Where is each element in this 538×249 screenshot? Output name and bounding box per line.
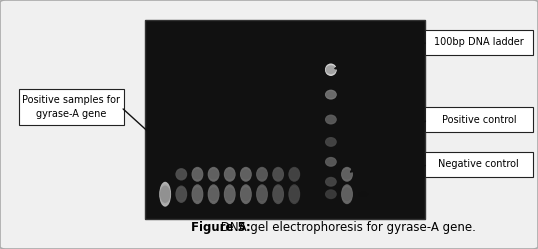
Ellipse shape — [192, 184, 203, 204]
Ellipse shape — [325, 178, 336, 185]
Text: 100bp DNA ladder: 100bp DNA ladder — [434, 37, 523, 47]
Ellipse shape — [240, 186, 251, 203]
Ellipse shape — [176, 187, 187, 202]
Ellipse shape — [240, 169, 251, 180]
Ellipse shape — [257, 168, 267, 181]
Ellipse shape — [325, 177, 337, 187]
Ellipse shape — [288, 184, 300, 204]
Ellipse shape — [272, 184, 284, 204]
Ellipse shape — [192, 186, 203, 203]
Ellipse shape — [325, 178, 336, 186]
Ellipse shape — [224, 184, 236, 204]
Ellipse shape — [273, 169, 284, 180]
Ellipse shape — [342, 187, 352, 201]
Ellipse shape — [272, 167, 284, 182]
Ellipse shape — [208, 186, 219, 203]
Ellipse shape — [176, 170, 187, 179]
FancyBboxPatch shape — [425, 152, 533, 177]
Ellipse shape — [342, 186, 352, 203]
Ellipse shape — [224, 186, 235, 203]
Ellipse shape — [325, 115, 336, 124]
Ellipse shape — [208, 167, 220, 182]
Ellipse shape — [288, 167, 300, 182]
Ellipse shape — [273, 168, 284, 181]
Ellipse shape — [224, 187, 235, 201]
Ellipse shape — [342, 168, 352, 181]
Text: Positive control: Positive control — [442, 115, 516, 124]
Ellipse shape — [325, 138, 336, 145]
Ellipse shape — [208, 187, 219, 201]
Ellipse shape — [176, 188, 187, 200]
Ellipse shape — [176, 169, 187, 180]
Ellipse shape — [325, 190, 336, 198]
Ellipse shape — [240, 187, 251, 201]
Ellipse shape — [208, 184, 220, 204]
Ellipse shape — [325, 115, 337, 124]
Ellipse shape — [192, 187, 203, 201]
Ellipse shape — [289, 187, 300, 201]
Ellipse shape — [273, 186, 284, 203]
Ellipse shape — [208, 169, 219, 180]
Ellipse shape — [325, 191, 336, 198]
Ellipse shape — [325, 116, 336, 123]
Text: DNA gel electrophoresis for gyrase-A gene.: DNA gel electrophoresis for gyrase-A gen… — [217, 221, 476, 234]
Ellipse shape — [325, 158, 336, 166]
Ellipse shape — [325, 90, 336, 99]
Ellipse shape — [257, 187, 267, 201]
Ellipse shape — [341, 184, 353, 204]
Ellipse shape — [325, 65, 336, 74]
Ellipse shape — [256, 167, 268, 182]
Ellipse shape — [160, 184, 171, 205]
Ellipse shape — [325, 157, 337, 167]
Ellipse shape — [289, 169, 300, 180]
Ellipse shape — [325, 90, 337, 100]
Ellipse shape — [341, 167, 353, 182]
Ellipse shape — [325, 158, 336, 165]
Ellipse shape — [175, 168, 187, 181]
Ellipse shape — [325, 63, 337, 76]
FancyBboxPatch shape — [425, 107, 533, 132]
Ellipse shape — [289, 186, 300, 203]
Ellipse shape — [208, 168, 219, 181]
Ellipse shape — [325, 64, 336, 75]
Ellipse shape — [325, 189, 337, 199]
Text: Negative control: Negative control — [438, 159, 519, 169]
Ellipse shape — [224, 168, 235, 181]
Text: Figure 5:: Figure 5: — [191, 221, 251, 234]
Ellipse shape — [159, 182, 171, 207]
Ellipse shape — [325, 138, 336, 146]
Bar — [145, 20, 425, 219]
Ellipse shape — [240, 168, 251, 181]
Ellipse shape — [160, 186, 171, 203]
Ellipse shape — [240, 184, 252, 204]
FancyBboxPatch shape — [425, 30, 533, 55]
Ellipse shape — [192, 167, 203, 182]
Ellipse shape — [325, 137, 337, 147]
Ellipse shape — [257, 169, 267, 180]
Ellipse shape — [357, 190, 369, 198]
Ellipse shape — [240, 167, 252, 182]
Ellipse shape — [325, 91, 336, 98]
Ellipse shape — [224, 169, 235, 180]
Ellipse shape — [256, 184, 268, 204]
Ellipse shape — [289, 168, 300, 181]
Text: Positive samples for
gyrase-A gene: Positive samples for gyrase-A gene — [22, 95, 121, 119]
Ellipse shape — [192, 168, 203, 181]
Ellipse shape — [224, 167, 236, 182]
Ellipse shape — [175, 186, 187, 203]
Ellipse shape — [358, 191, 369, 197]
Ellipse shape — [342, 169, 352, 180]
FancyBboxPatch shape — [19, 89, 124, 125]
Ellipse shape — [192, 169, 203, 180]
Ellipse shape — [257, 186, 267, 203]
Ellipse shape — [273, 187, 284, 201]
